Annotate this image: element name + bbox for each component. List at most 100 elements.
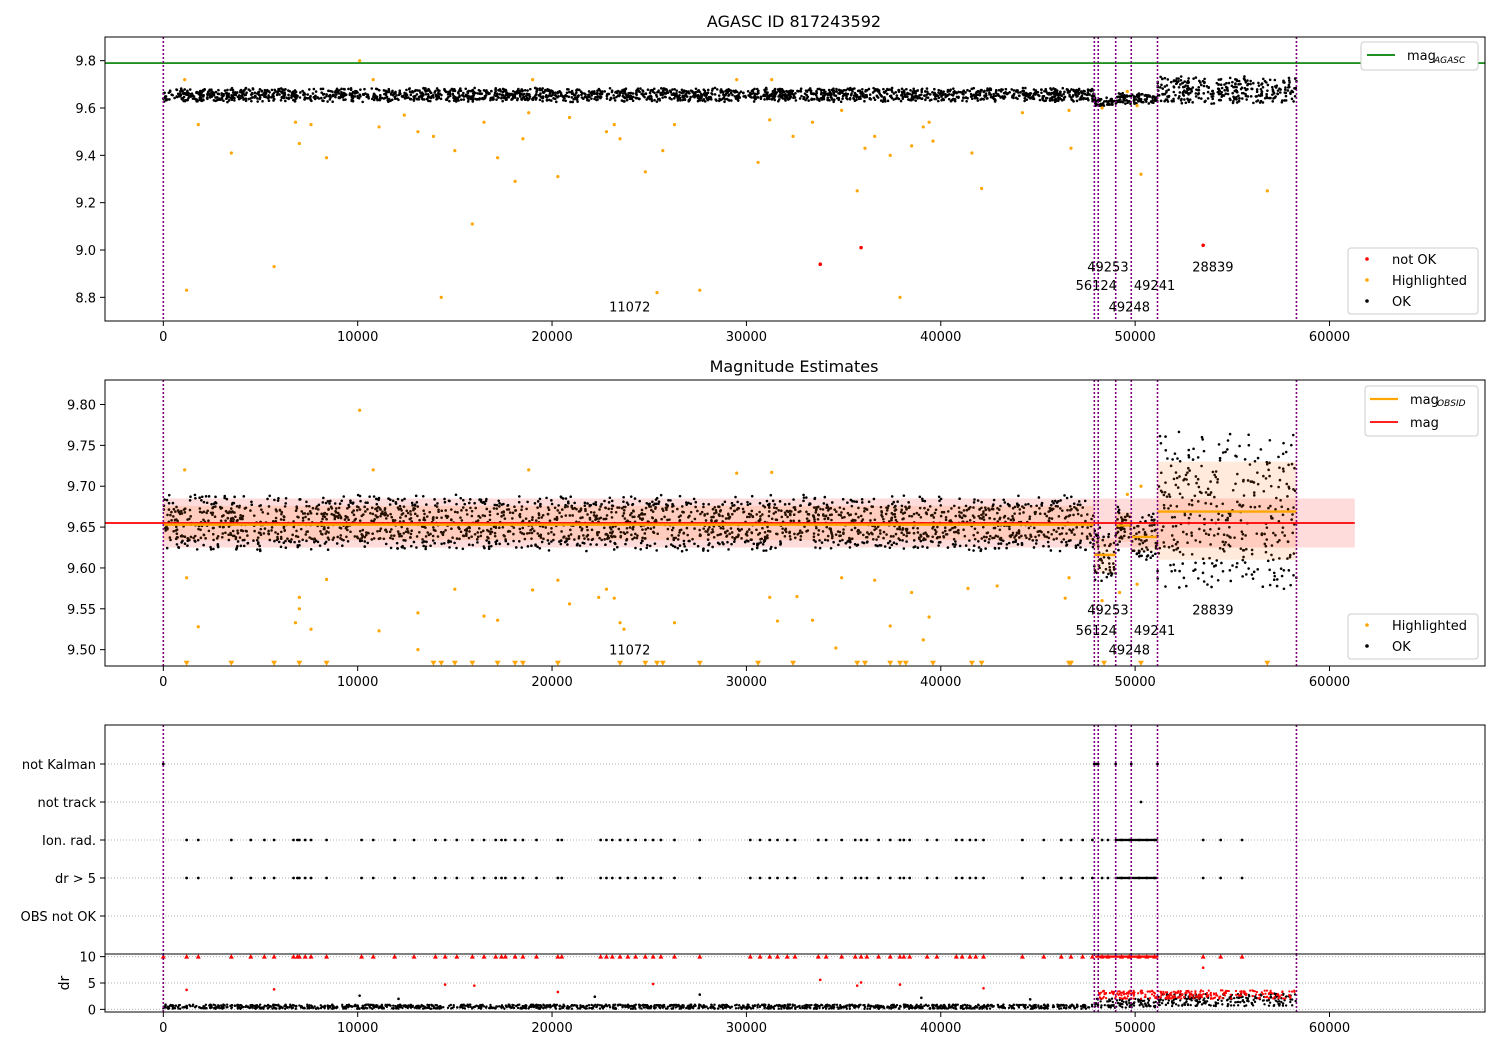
ok-point [377,497,380,501]
ok-point [1290,89,1294,93]
ok-point [1279,88,1282,91]
ok-point [661,96,664,99]
ok-point [769,493,773,497]
ok-point [312,87,316,91]
ok-point [250,503,254,506]
ok-point [1266,89,1269,92]
ok-point [710,91,713,95]
ok-point [260,93,264,97]
ok-point [984,547,987,550]
ok-point [958,544,962,548]
ok-point [680,91,683,95]
ok-point [224,91,228,95]
ok-point [925,96,928,99]
ok-point [832,90,835,94]
ok-point [452,99,456,102]
ok-point [573,501,576,505]
ok-point [1023,99,1026,103]
ok-point [204,495,208,498]
ok-point [165,498,169,502]
ok-point [730,99,733,102]
ok-point [693,542,696,546]
ok-point [786,90,789,93]
ok-point [342,91,346,95]
ok-point [528,97,531,100]
ok-point [907,501,910,504]
ok-point [926,546,929,549]
ok-point [198,94,202,98]
ok-point [453,541,456,545]
legend-sub-agasc: AGASC [1433,56,1466,66]
ok-point [555,100,558,104]
ok-point [340,90,343,94]
ok-point [842,93,846,97]
ok-point [311,92,315,95]
ok-point [892,500,896,504]
ok-point [822,97,826,101]
ok-point [1244,92,1247,96]
ok-point [755,87,759,91]
ok-point [1132,99,1136,102]
ok-point [851,499,854,503]
ok-point [997,542,1000,545]
ok-point [1220,86,1224,90]
ok-point [232,93,235,97]
ok-point [598,92,602,96]
highlighted-point [770,78,774,82]
ok-point [293,99,297,103]
ok-point [1128,99,1131,103]
highlighted-point [931,139,935,143]
ok-point [804,98,807,102]
ok-point [931,90,934,94]
ok-point [1206,97,1210,100]
ok-point [235,91,238,95]
ok-point [894,90,898,94]
ok-point [438,89,441,92]
ok-point [999,90,1003,93]
ok-point [646,543,649,547]
ok-point [471,95,475,99]
ok-point [846,92,850,96]
ok-point [765,88,768,91]
ok-point [462,98,466,101]
ok-point [251,87,255,91]
ok-point [1200,97,1203,100]
ok-point [427,95,430,98]
ok-point [233,96,236,100]
ok-point [225,497,229,501]
ok-point [366,93,369,96]
ok-point [533,96,536,99]
highlighted-point [358,59,362,63]
ok-point [1257,94,1261,97]
ok-point [664,545,668,548]
ok-point [1283,81,1286,84]
ok-point [802,95,806,99]
ok-point [329,89,332,93]
ok-point [813,496,817,500]
ok-point [454,493,458,497]
ok-point [1043,89,1046,93]
ok-point [559,495,563,498]
ok-point [835,87,838,91]
ok-point [728,93,731,96]
ok-point [442,541,446,545]
ok-point [905,87,908,91]
ok-point [519,95,522,98]
ok-point [1159,99,1163,103]
ok-point [250,96,254,99]
ok-point [1145,97,1148,101]
ok-point [892,92,896,95]
ok-point [947,89,951,93]
ok-point [210,90,214,94]
ok-point [986,87,989,90]
ok-point [687,99,691,103]
ok-point [794,99,798,102]
ok-point [901,95,905,99]
ok-point [692,497,696,501]
ok-point [1099,102,1103,106]
ok-point [1183,98,1186,101]
ok-point [420,91,424,95]
ok-point [521,96,525,99]
y-tick-label: 9.0 [75,244,96,259]
